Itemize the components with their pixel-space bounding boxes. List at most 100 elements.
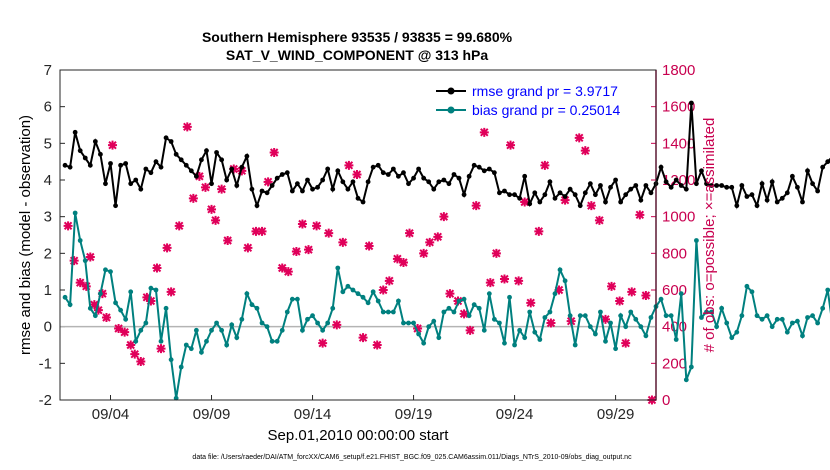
rmse-point: [421, 175, 427, 181]
obs-x-mark: [69, 256, 79, 266]
y2-tick-label: 800: [662, 245, 687, 262]
rmse-point: [133, 177, 139, 183]
bias-point: [683, 377, 689, 383]
rmse-point: [603, 199, 608, 205]
bias-point: [779, 316, 785, 322]
rmse-point: [375, 162, 381, 168]
obs-assimilated-point: [615, 296, 625, 306]
rmse-point: [365, 179, 371, 185]
x-tick-label: 09/09: [193, 406, 231, 423]
bias-point: [183, 342, 189, 348]
bias-point: [426, 324, 432, 330]
y2-tick-label: 1800: [662, 62, 695, 79]
bias-point: [497, 320, 502, 326]
bias-point: [249, 302, 255, 308]
bias-point: [502, 340, 507, 346]
y-tick-label: 6: [44, 99, 52, 116]
obs-x-mark: [130, 349, 140, 359]
x-tick-label: 09/19: [395, 406, 433, 423]
obs-assimilated-point: [174, 221, 184, 231]
obs-assimilated-point: [338, 237, 348, 247]
rmse-point: [709, 183, 714, 188]
obs-x-mark: [621, 338, 631, 348]
bias-point: [476, 305, 482, 311]
rmse-point: [436, 179, 442, 185]
rmse-point: [789, 173, 795, 179]
obs-x-mark: [136, 357, 146, 366]
bias-point: [204, 338, 209, 344]
legend: rmse grand pr = 3.9717 bias grand pr = 0…: [436, 83, 620, 118]
obs-x-mark: [635, 210, 645, 220]
plot-area: [60, 70, 656, 400]
obs-assimilated-point: [392, 254, 402, 264]
bias-point: [229, 322, 235, 328]
obs-assimilated-point: [93, 305, 103, 315]
obs-x-mark: [372, 340, 382, 350]
rmse-point: [577, 203, 583, 209]
y2-tick-label: 600: [662, 282, 687, 299]
bias-point: [441, 309, 447, 315]
rmse-point: [805, 168, 810, 174]
obs-x-mark: [211, 215, 221, 225]
obs-x-mark: [207, 204, 217, 214]
obs-assimilated-point: [384, 276, 394, 286]
rmse-point: [486, 166, 492, 172]
obs-assimilated-point: [546, 318, 556, 328]
bias-point: [92, 313, 98, 319]
obs-x-mark: [485, 278, 495, 288]
rmse-point: [527, 201, 533, 207]
obs-assimilated-point: [574, 133, 584, 143]
obs-x-mark: [93, 305, 103, 315]
obs-assimilated-point: [182, 122, 192, 132]
obs-assimilated-markers: [63, 122, 657, 405]
obs-assimilated-point: [166, 287, 176, 297]
rmse-point: [259, 188, 265, 194]
obs-assimilated-point: [200, 182, 210, 192]
rmse-point: [138, 186, 144, 192]
obs-assimilated-point: [251, 226, 261, 236]
rmse-point: [542, 192, 548, 198]
obs-assimilated-point: [641, 291, 651, 300]
rmse-point: [183, 162, 189, 168]
bias-point: [800, 333, 805, 339]
obs-x-mark: [223, 236, 233, 245]
bias-point: [562, 278, 568, 284]
bias-point: [572, 342, 578, 348]
bias-point: [113, 300, 118, 306]
bias-point: [709, 309, 714, 315]
bias-point: [633, 316, 639, 322]
rmse-point: [724, 184, 730, 190]
bias-point: [542, 315, 548, 320]
bias-point: [269, 338, 275, 344]
obs-assimilated-point: [540, 160, 550, 170]
bias-point: [128, 289, 134, 295]
obs-x-mark: [108, 140, 118, 150]
bias-point: [259, 320, 265, 326]
rmse-point: [810, 181, 815, 187]
rmse-point: [274, 175, 280, 181]
obs-x-mark: [574, 133, 584, 143]
rmse-point: [744, 194, 750, 199]
bias-point: [608, 320, 613, 326]
bias-point: [714, 324, 720, 330]
obs-assimilated-point: [398, 258, 408, 267]
obs-x-mark: [506, 140, 516, 150]
obs-x-mark: [398, 258, 408, 267]
rmse-point: [173, 151, 179, 157]
bias-point: [108, 269, 113, 275]
rmse-point: [158, 164, 164, 170]
obs-assimilated-point: [85, 252, 95, 262]
obs-assimilated-point: [162, 243, 172, 253]
obs-assimilated-point: [243, 243, 253, 253]
rmse-point: [325, 166, 331, 172]
obs-x-mark: [269, 148, 279, 157]
rmse-point: [294, 181, 300, 187]
obs-assimilated-point: [207, 204, 217, 214]
obs-assimilated-point: [156, 344, 166, 354]
bias-point: [694, 238, 699, 243]
bias-point: [178, 364, 184, 370]
bias-point: [62, 294, 68, 300]
bias-point: [527, 309, 533, 315]
rmse-point: [143, 166, 149, 172]
bias-point: [239, 316, 245, 322]
